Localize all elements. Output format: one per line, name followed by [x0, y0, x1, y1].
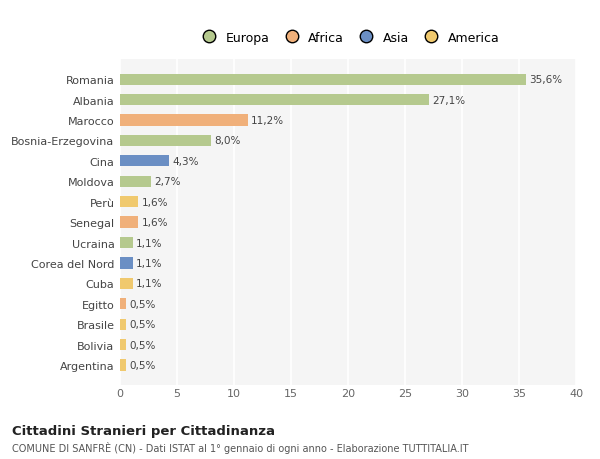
Bar [120, 237, 133, 249]
Text: 11,2%: 11,2% [251, 116, 284, 126]
Text: 27,1%: 27,1% [433, 95, 466, 106]
Text: 1,1%: 1,1% [136, 238, 163, 248]
Bar [120, 74, 526, 86]
Bar [120, 156, 169, 167]
Bar [120, 95, 429, 106]
Bar [120, 176, 151, 187]
Bar [120, 319, 126, 330]
Text: 1,1%: 1,1% [136, 258, 163, 269]
Bar [120, 278, 133, 289]
Bar [120, 298, 126, 310]
Text: 1,6%: 1,6% [142, 197, 168, 207]
Text: 4,3%: 4,3% [172, 157, 199, 167]
Bar [120, 339, 126, 350]
Bar [120, 217, 138, 228]
Text: 1,6%: 1,6% [142, 218, 168, 228]
Text: 0,5%: 0,5% [129, 340, 155, 350]
Bar [120, 258, 133, 269]
Legend: Europa, Africa, Asia, America: Europa, Africa, Asia, America [191, 27, 505, 50]
Text: 2,7%: 2,7% [154, 177, 181, 187]
Bar [120, 359, 126, 371]
Bar [120, 115, 248, 126]
Text: 0,5%: 0,5% [129, 299, 155, 309]
Text: 1,1%: 1,1% [136, 279, 163, 289]
Text: 0,5%: 0,5% [129, 319, 155, 330]
Text: COMUNE DI SANFRÈ (CN) - Dati ISTAT al 1° gennaio di ogni anno - Elaborazione TUT: COMUNE DI SANFRÈ (CN) - Dati ISTAT al 1°… [12, 441, 469, 453]
Text: Cittadini Stranieri per Cittadinanza: Cittadini Stranieri per Cittadinanza [12, 424, 275, 437]
Text: 8,0%: 8,0% [215, 136, 241, 146]
Text: 35,6%: 35,6% [529, 75, 562, 85]
Bar [120, 196, 138, 208]
Text: 0,5%: 0,5% [129, 360, 155, 370]
Bar [120, 135, 211, 147]
